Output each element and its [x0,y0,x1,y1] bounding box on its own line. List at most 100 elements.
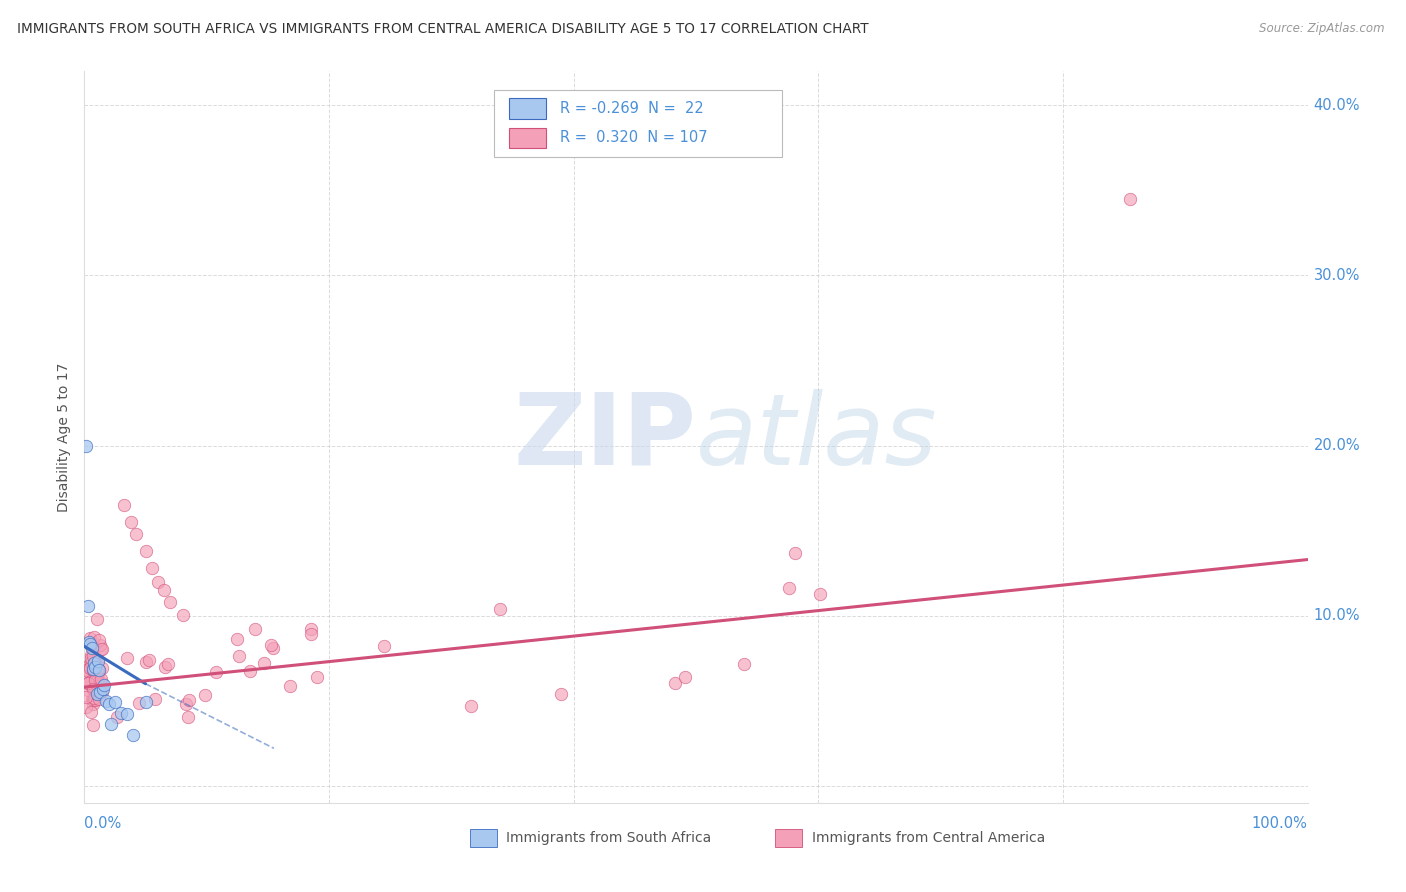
Point [176,698,198,712]
Point [77,658,100,673]
Point [226,632,249,646]
Text: R =  0.320  N = 107: R = 0.320 N = 107 [560,130,707,145]
Point [84,679,107,693]
Point [80,648,103,662]
Point [80,673,103,688]
Point [90,642,112,657]
Point [77,635,100,649]
Text: 40.0%: 40.0% [1313,98,1360,113]
Point [177,710,200,724]
Point [808,587,831,601]
Point [91,682,114,697]
Point [205,665,228,680]
Point [305,670,328,684]
Point [79,637,101,651]
Point [138,652,160,666]
Point [664,675,686,690]
Point [83,673,105,687]
Point [83,651,105,665]
Point [87,692,110,706]
Point [87,663,110,677]
Point [86,683,108,698]
Point [83,684,105,698]
Point [75,663,97,677]
Point [110,706,132,720]
Point [79,632,101,646]
Point [673,670,696,684]
Point [83,693,105,707]
Text: Immigrants from Central America: Immigrants from Central America [813,831,1046,845]
Point [82,648,104,663]
Point [156,657,179,671]
Point [76,665,98,679]
Point [155,660,177,674]
Point [104,695,127,709]
FancyBboxPatch shape [494,90,782,157]
Point [550,687,572,701]
Point [179,693,201,707]
Bar [509,98,546,119]
Point [489,602,512,616]
Point [86,677,108,691]
Point [80,672,103,686]
Point [77,676,100,690]
Point [135,695,157,709]
Text: IMMIGRANTS FROM SOUTH AFRICA VS IMMIGRANTS FROM CENTRAL AMERICA DISABILITY AGE 5: IMMIGRANTS FROM SOUTH AFRICA VS IMMIGRAN… [17,22,869,37]
Point [125,527,148,541]
Point [82,664,104,678]
Y-axis label: Disability Age 5 to 17: Disability Age 5 to 17 [58,362,72,512]
Text: ZIP: ZIP [513,389,696,485]
Point [243,623,266,637]
Text: Immigrants from South Africa: Immigrants from South Africa [506,831,711,845]
Point [260,638,283,652]
Point [86,612,108,626]
Point [80,640,103,655]
Point [153,583,176,598]
Point [301,626,323,640]
Bar [509,128,546,148]
Point [143,691,166,706]
Point [80,654,103,668]
Point [122,728,145,742]
Point [87,653,110,667]
Point [87,665,110,680]
Point [112,498,135,512]
Text: 30.0%: 30.0% [1313,268,1360,283]
Point [86,656,108,670]
Point [83,679,105,693]
Point [89,686,111,700]
Bar [776,829,803,847]
Point [93,678,115,692]
Point [115,650,138,665]
Bar [470,829,496,847]
Point [96,694,118,708]
Text: 20.0%: 20.0% [1313,438,1361,453]
Point [278,679,301,693]
Point [299,622,322,636]
Point [87,654,110,668]
Point [80,655,103,669]
Point [194,688,217,702]
Point [91,685,114,699]
Point [778,581,800,595]
Point [146,574,169,589]
Point [82,683,104,698]
Point [460,698,482,713]
Point [76,683,98,698]
Point [76,700,98,714]
Point [90,673,112,687]
Point [80,639,103,653]
Point [87,666,110,681]
Point [172,607,194,622]
Text: R = -0.269  N =  22: R = -0.269 N = 22 [560,101,704,116]
Point [86,665,108,679]
Point [89,685,111,699]
Point [77,676,100,690]
Point [83,657,105,671]
Point [253,656,276,670]
Point [90,642,112,657]
Point [83,690,105,705]
Point [83,640,105,654]
Point [87,686,110,700]
Point [97,697,120,711]
